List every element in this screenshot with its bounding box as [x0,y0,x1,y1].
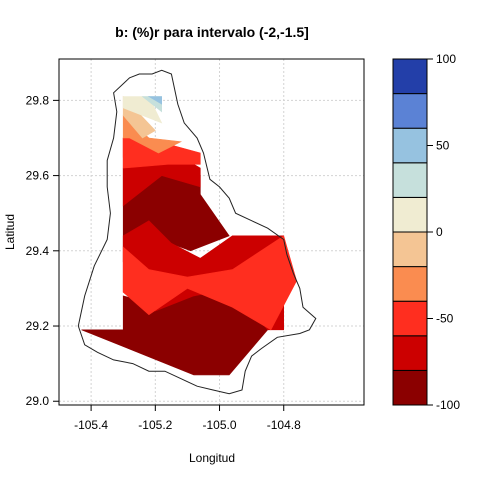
colorbar-swatch [392,58,428,95]
x-tick-label: -105.0 [203,418,237,432]
x-tick-label: -105.4 [74,418,108,432]
y-tick-label: 29.2 [26,319,50,333]
colorbar-tick-label: -50 [436,312,454,326]
colorbar-swatch [392,196,428,233]
y-tick-label: 29.6 [26,169,50,183]
chart-title: b: (%)r para intervalo (-2,-1.5] [115,24,309,40]
contour-region [147,96,162,105]
x-axis: -105.4 -105.2 -105.0 -104.8 [74,405,301,432]
colorbar-swatch [392,266,428,302]
colorbar-swatch [392,300,428,337]
boundary-layer [77,69,317,395]
contour-fill-layer [81,95,297,376]
colorbar: -100 -50 0 50 100 [392,52,460,412]
y-tick-label: 29.0 [26,394,50,408]
colorbar-swatch [392,335,428,371]
y-axis: 29.0 29.2 29.4 29.6 29.8 [26,93,59,408]
colorbar-tick-label: 0 [436,225,443,239]
plot-frame [58,58,365,406]
y-axis-label: Latitud [3,214,17,250]
x-axis-label: Longitud [189,451,235,465]
colorbar-tick-label: 100 [436,52,456,66]
colorbar-swatch [392,93,428,129]
region-boundary-line [77,69,317,395]
colorbar-swatch [392,127,428,164]
contour-region [122,235,297,331]
y-tick-label: 29.8 [26,93,50,107]
colorbar-swatch [392,162,428,198]
colorbar-swatch [392,369,428,406]
colorbar-swatch [392,231,428,268]
x-tick-label: -105.2 [138,418,172,432]
x-tick-label: -104.8 [267,418,301,432]
colorbar-tick-label: -100 [436,398,460,412]
colorbar-tick-label: 50 [436,139,450,153]
y-tick-label: 29.4 [26,244,50,258]
